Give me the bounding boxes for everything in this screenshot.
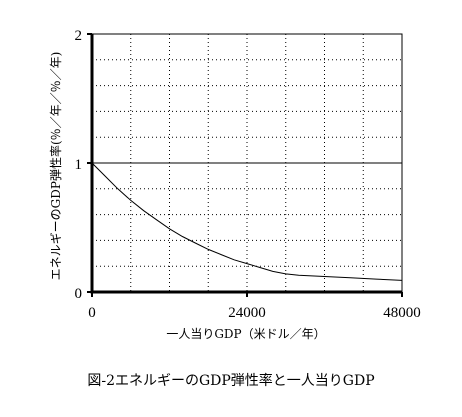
y-tick-label: 1 xyxy=(75,157,83,173)
y-tick-label: 0 xyxy=(75,286,83,302)
x-axis-label: 一人当りGDP（米ドル／年） xyxy=(166,327,325,341)
series-line xyxy=(91,162,403,281)
series-layer xyxy=(91,162,403,281)
elasticity-chart: 0 24000 48000 0 1 2 一人当りGDP（米ドル／年） エネルギーのGDP弾… xyxy=(48,28,421,341)
x-tick-label: 0 xyxy=(88,305,96,321)
y-tick-label: 2 xyxy=(75,28,83,44)
y-axis-label: エネルギーのGDP弾性率(％／年／％／年) xyxy=(48,52,63,281)
x-tick-label: 48000 xyxy=(383,305,421,321)
x-tick-label: 24000 xyxy=(228,305,266,321)
figure-caption: 図-2エネルギーのGDP弾性率と一人当りGDP xyxy=(87,373,375,389)
tick-labels: 0 24000 48000 0 1 2 xyxy=(75,28,421,321)
